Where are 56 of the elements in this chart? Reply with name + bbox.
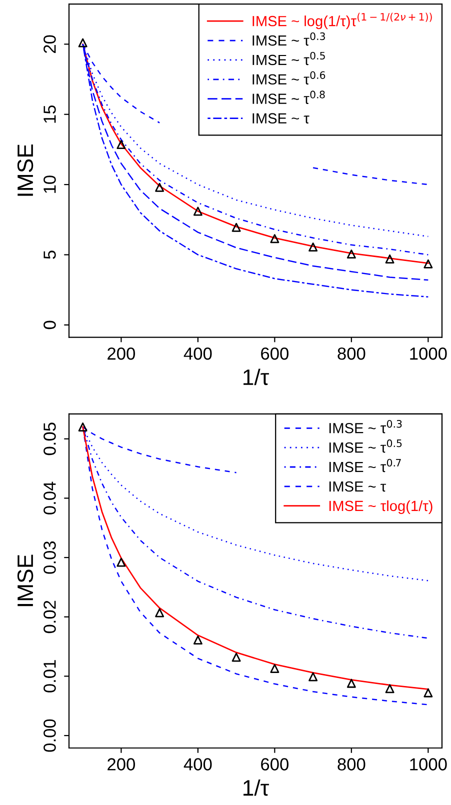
x-tick-label: 1000 [410,347,447,360]
x-tick-label: 600 [261,347,288,360]
point [78,422,88,432]
x-axis-title: 1/τ [244,779,269,796]
y-tick-label: 0.01 [44,660,56,692]
x-axis-title: 1/τ [244,368,269,386]
point [308,672,318,682]
x-tick-label: 200 [108,758,135,770]
point [385,254,394,264]
legend-label: IMSE ~ τ$^{0.8}$ [252,90,325,104]
x-tick-label: 400 [184,347,212,360]
x-tick-label: 800 [338,347,366,360]
y-tick-label: 0.00 [44,719,56,752]
x-tick-label: 400 [184,758,212,770]
point [232,222,241,232]
point [193,636,202,645]
legend-label: IMSE ~ τ [329,481,386,492]
y-axis-title: IMSE [17,144,34,196]
legend-label: IMSE ~ τ$^{0.5}$ [252,52,325,66]
point [346,678,356,688]
x-tick-label: 200 [108,347,135,360]
point [270,664,280,673]
y-tick-label: 15 [44,105,56,123]
y-tick-label: 10 [44,176,56,193]
y-tick-label: 20 [44,35,56,53]
legend-label: IMSE ~ τ$^{0.3}$ [329,420,402,434]
point [346,250,356,259]
point [155,608,164,618]
point [78,38,88,48]
legend-label: IMSE ~ τ$^{0.7}$ [329,458,401,472]
point [270,234,280,244]
y-tick-label: 0.04 [44,482,56,514]
point [116,558,126,567]
y-tick-label: 0.02 [44,600,56,634]
point [308,242,318,252]
y-tick-label: 5 [44,250,56,259]
point [116,140,126,150]
legend-label: IMSE ~ log(1/τ)τ$^{(1−1/(2ν+1))}$ [252,12,432,30]
legend-label: IMSE ~ τ [252,113,310,124]
point [424,259,433,268]
point [155,182,164,192]
y-tick-label: 0.03 [44,541,56,574]
x-tick-label: 800 [338,758,366,770]
point [424,688,433,698]
point [232,652,241,662]
x-tick-label: 1000 [410,758,447,770]
point [385,684,394,694]
y-axis-title: IMSE [17,554,34,606]
y-tick-label: 0.05 [44,422,56,456]
point [193,206,202,216]
legend-label: IMSE ~ τ$^{0.6}$ [252,71,326,85]
legend-label: IMSE ~ τlog(1/τ) [329,500,432,514]
legend-label: IMSE ~ τ$^{0.5}$ [329,439,402,453]
y-tick-label: 0 [44,320,56,330]
x-tick-label: 600 [261,758,288,770]
legend-label: IMSE ~ τ$^{0.3}$ [252,32,325,46]
